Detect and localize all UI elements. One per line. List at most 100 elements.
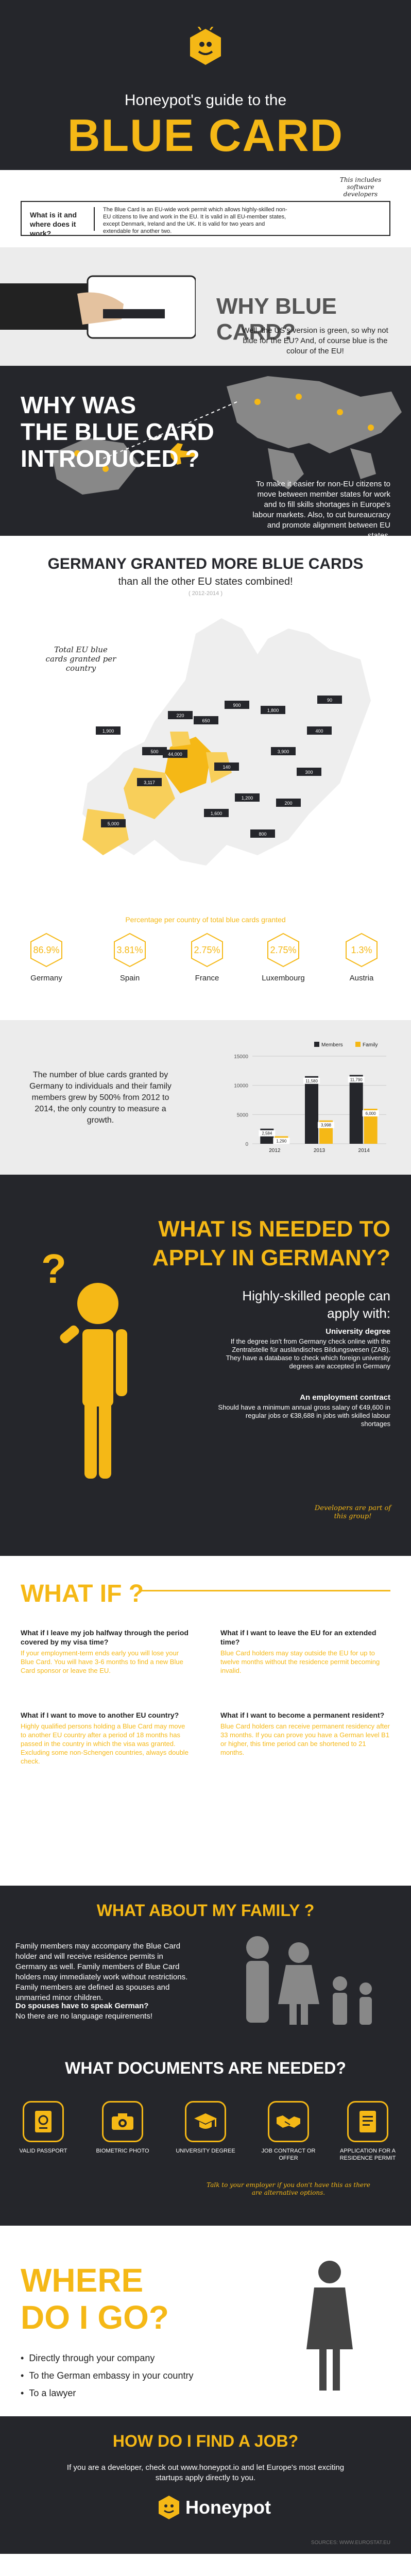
divider bbox=[94, 207, 95, 231]
map-note: Total EU blue cards granted per country bbox=[45, 645, 116, 673]
where-list: Directly through your company To the Ger… bbox=[21, 2349, 193, 2402]
svg-text:5,000: 5,000 bbox=[108, 821, 119, 826]
woman-icon bbox=[299, 2257, 361, 2396]
map-value-label: 1,900 bbox=[96, 726, 121, 735]
passport-icon bbox=[23, 2101, 64, 2142]
country-name: Spain bbox=[119, 974, 140, 982]
svg-text:3,900: 3,900 bbox=[278, 749, 289, 754]
developers-note: This includes software developers bbox=[339, 176, 382, 198]
answer: Blue Card holders may stay outside the E… bbox=[220, 1649, 380, 1674]
title-line-3: INTRODUCED ? bbox=[21, 445, 200, 472]
growth-text: The number of blue cards granted by Germ… bbox=[29, 1071, 172, 1125]
map-value-label: 3,900 bbox=[271, 747, 296, 755]
document-item-contract: JOB CONTRACT OR OFFER bbox=[252, 2101, 324, 2162]
map-value-label: 5,000 bbox=[101, 819, 126, 827]
svg-text:1,900: 1,900 bbox=[102, 728, 114, 734]
why-blue-card-section: WHY BLUE CARD? Well, the US's version is… bbox=[0, 247, 411, 366]
svg-text:300: 300 bbox=[305, 770, 313, 775]
percentage-value: 3.81% bbox=[116, 945, 143, 955]
percentage-item: 2.75% France bbox=[181, 933, 233, 982]
data-label: 2,584 bbox=[262, 1131, 272, 1136]
y-tick-label: 15000 bbox=[234, 1054, 248, 1060]
family-icon bbox=[221, 1927, 391, 2030]
honeypot-logo-icon bbox=[159, 2496, 179, 2519]
why-introduced-title: WHY WAS THE BLUE CARD INTRODUCED ? bbox=[21, 392, 214, 472]
bar-members bbox=[349, 1075, 363, 1144]
document-label: BIOMETRIC PHOTO bbox=[96, 2148, 149, 2154]
country-name: France bbox=[195, 974, 219, 982]
data-label-bg bbox=[259, 1130, 276, 1137]
title-line-1: WHERE bbox=[21, 2262, 144, 2299]
svg-text:900: 900 bbox=[233, 703, 241, 708]
document-item-photo: BIOMETRIC PHOTO bbox=[87, 2101, 159, 2155]
map-value-label: 1,600 bbox=[204, 809, 229, 817]
why-blue-title: WHY BLUE CARD? bbox=[216, 294, 337, 345]
why-introduced-section: WHY WAS THE BLUE CARD INTRODUCED ? To ma… bbox=[0, 366, 411, 536]
requirement-2-title: An employment contract bbox=[300, 1393, 390, 1402]
svg-text:800: 800 bbox=[259, 832, 266, 837]
hand-holding-card-icon bbox=[0, 273, 196, 350]
granted-title: GERMANY GRANTED MORE BLUE CARDS bbox=[47, 555, 364, 572]
qa-item: What if I want to leave the EU for an ex… bbox=[220, 1628, 390, 1675]
svg-text:650: 650 bbox=[202, 718, 210, 723]
percentage-value: 1.3% bbox=[351, 945, 372, 955]
document-label: UNIVERSITY DEGREE bbox=[176, 2148, 235, 2154]
legend-label: Members bbox=[321, 1042, 343, 1048]
bar-members bbox=[305, 1076, 318, 1144]
requirement-1-text: If the degree isn't from Germany check o… bbox=[226, 1337, 390, 1370]
svg-text:1,600: 1,600 bbox=[211, 811, 222, 816]
percentage-title: Percentage per country of total blue car… bbox=[125, 916, 286, 924]
svg-text:3,117: 3,117 bbox=[144, 780, 155, 785]
qa-item: What if I leave my job halfway through t… bbox=[21, 1628, 191, 1675]
svg-text:?: ? bbox=[41, 1247, 66, 1292]
question: What if I want to move to another EU cou… bbox=[21, 1711, 179, 1719]
data-label: 1,290 bbox=[276, 1139, 287, 1143]
data-label-bg bbox=[362, 1110, 379, 1116]
europe-map: 1,900 44,000 3,117 5,000 140 650 900 1,800 3,900… bbox=[0, 598, 411, 907]
y-tick-label: 5000 bbox=[237, 1112, 249, 1118]
honeypot-brand[interactable]: Honeypot bbox=[158, 2495, 271, 2520]
list-item: To the German embassy in your country bbox=[21, 2367, 193, 2384]
svg-text:220: 220 bbox=[176, 713, 184, 718]
why-blue-text: Well, the US's version is green, so why … bbox=[242, 326, 388, 355]
source-note: SOURCES: WWW.EUROSTAT.EU bbox=[311, 2540, 390, 2546]
legend-swatch bbox=[314, 1042, 319, 1047]
needed-intro: Highly-skilled people can apply with: bbox=[242, 1288, 390, 1321]
data-label: 11,580 bbox=[305, 1079, 318, 1083]
svg-text:400: 400 bbox=[315, 728, 323, 734]
qa-item: What if I want to become a permanent res… bbox=[220, 1710, 390, 1757]
family-title: WHAT ABOUT MY FAMILY ? bbox=[96, 1901, 315, 1920]
map-value-label: 220 bbox=[168, 711, 193, 719]
granted-period: ( 2012-2014 ) bbox=[188, 590, 223, 597]
what-is-text: The Blue Card is an EU-wide work permit … bbox=[103, 207, 287, 234]
job-text: If you are a developer, check out www.ho… bbox=[66, 2463, 345, 2482]
granted-subtitle: than all the other EU states combined! bbox=[118, 576, 293, 587]
hexagon-icon bbox=[114, 933, 146, 968]
family-text: Family members may accompany the Blue Ca… bbox=[15, 1942, 188, 2002]
what-is-label: What is it and where does it work? bbox=[30, 211, 77, 238]
hero-section: Honeypot's guide to the BLUE CARD bbox=[0, 0, 411, 170]
document-label: APPLICATION FOR A RESIDENCE PERMIT bbox=[339, 2148, 396, 2161]
answer: Blue Card holders can receive permanent … bbox=[220, 1722, 390, 1756]
requirement-1-title: University degree bbox=[326, 1327, 390, 1336]
documents-title: WHAT DOCUMENTS ARE NEEDED? bbox=[65, 2059, 346, 2077]
title-line-2: DO I GO? bbox=[21, 2299, 169, 2336]
data-label-bg bbox=[348, 1076, 365, 1083]
country-name: Austria bbox=[349, 974, 374, 982]
legend-label: Family bbox=[363, 1042, 378, 1048]
person-with-question-icon: ? bbox=[31, 1247, 144, 1484]
find-job-section: HOW DO I FIND A JOB? If you are a develo… bbox=[0, 2416, 411, 2554]
granted-section: GERMANY GRANTED MORE BLUE CARDS than all… bbox=[0, 536, 411, 1020]
percentage-value: 2.75% bbox=[270, 945, 297, 955]
hexagon-icon bbox=[30, 933, 62, 968]
document-label: VALID PASSPORT bbox=[19, 2148, 67, 2154]
documents-note: Talk to your employer if you don't have … bbox=[207, 2181, 370, 2196]
document-label: JOB CONTRACT OR OFFER bbox=[261, 2148, 316, 2161]
title-line-2: APPLY IN GERMANY? bbox=[152, 1245, 390, 1270]
map-value-label: 900 bbox=[225, 701, 249, 709]
data-label-bg bbox=[303, 1077, 320, 1084]
handshake-icon bbox=[268, 2101, 309, 2142]
world-map-illustration bbox=[0, 366, 411, 536]
document-item-degree: UNIVERSITY DEGREE bbox=[169, 2101, 242, 2155]
what-is-needed-section: ? WHAT IS NEEDED TO APPLY IN GERMANY? Hi… bbox=[0, 1175, 411, 1556]
